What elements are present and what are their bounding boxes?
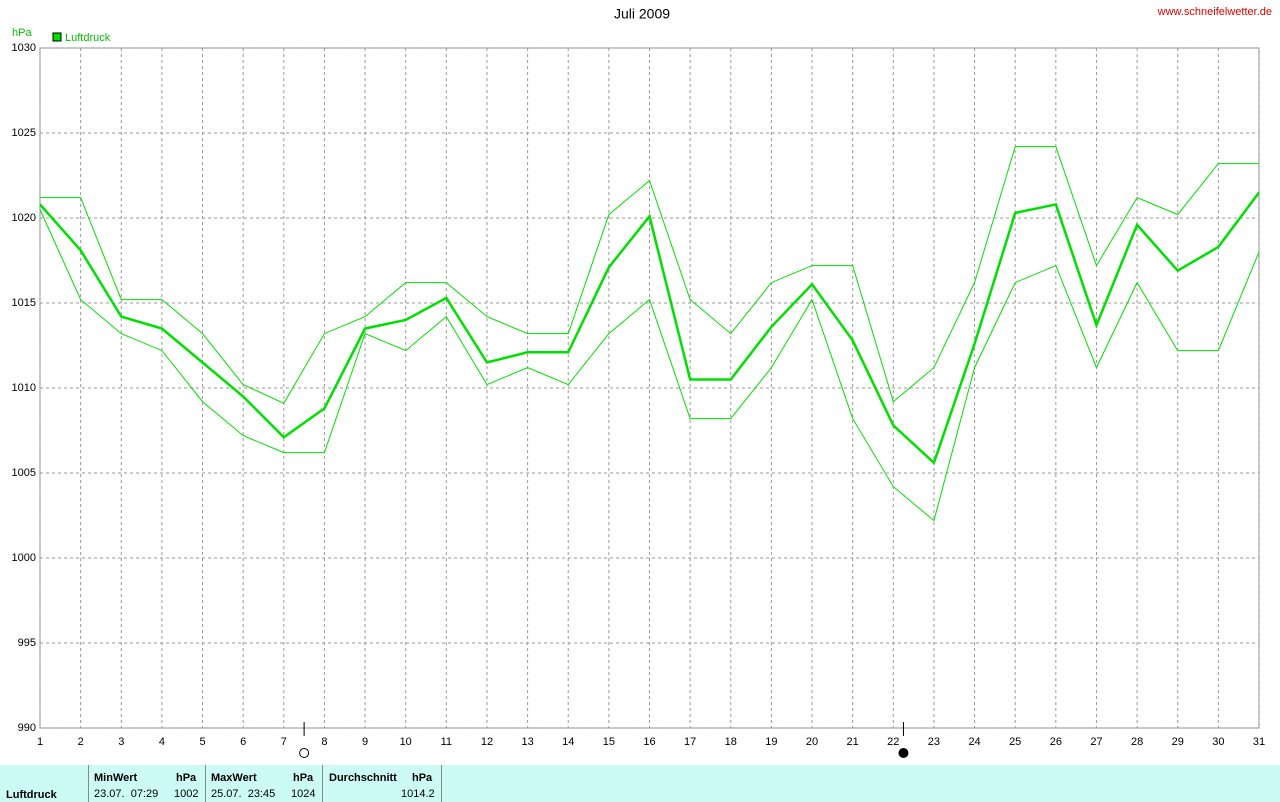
stats-label: Luftdruck [6,789,57,801]
x-tick-label: 11 [441,736,452,748]
stats-cell: Luftdruck [0,765,89,802]
stats-title: Durchschnitt [329,772,397,784]
x-tick-label: 3 [118,736,124,748]
y-tick-label: 1020 [12,212,36,224]
x-tick-label: 15 [603,736,615,748]
x-tick-label: 9 [362,736,368,748]
chart: Juli 2009 www.schneifelwetter.de hPa 990… [12,6,1272,758]
stats-cell: MinWert hPa 23.07. 07:29 1002 [89,765,206,802]
x-tick-label: 22 [887,736,899,748]
x-tick-label: 29 [1172,736,1184,748]
x-tick-label: 30 [1212,736,1224,748]
x-tick-label: 31 [1253,736,1265,748]
y-tick-label: 1015 [12,297,36,309]
legend-label: Luftdruck [65,32,111,44]
y-tick-label: 995 [18,637,36,649]
x-tick-label: 8 [321,736,327,748]
x-tick-label: 23 [928,736,940,748]
stats-value: 1014.2 [401,788,435,800]
stats-title: MinWert [94,772,138,784]
x-tick-label: 2 [78,736,84,748]
moon-marker [299,748,310,758]
x-tick-label: 28 [1131,736,1143,748]
stats-value: 1002 [174,788,199,800]
x-tick-label: 19 [765,736,777,748]
stats-band: Luftdruck MinWert hPa 23.07. 07:29 1002 … [0,765,1280,802]
stats-title: MaxWert [211,772,257,784]
y-tick-label: 1025 [12,127,36,139]
x-tick-label: 14 [562,736,574,748]
y-unit: hPa [12,27,32,39]
x-tick-label: 16 [643,736,655,748]
y-tick-label: 990 [18,722,36,734]
source: www.schneifelwetter.de [1157,6,1272,18]
x-tick-label: 27 [1090,736,1102,748]
y-tick-label: 1000 [12,552,36,564]
stats-time: 25.07. 23:45 [211,788,276,800]
series-line [40,146,1259,404]
x-tick-label: 21 [847,736,859,748]
x-tick-label: 13 [521,736,533,748]
y-tick-label: 1030 [12,42,36,54]
series-line [39,191,1261,466]
x-tick-label: 4 [159,736,165,748]
x-tick-label: 6 [240,736,246,748]
chart-title: Juli 2009 [614,6,670,22]
x-tick-label: 1 [37,736,43,748]
stats-unit: hPa [176,772,197,784]
legend-swatch [52,32,62,42]
stats-cell: MaxWert hPa 25.07. 23:45 1024 [206,765,323,802]
stats-time: 23.07. 07:29 [94,788,159,800]
x-tick-label: 18 [725,736,737,748]
x-tick-label: 24 [968,736,980,748]
y-tick-label: 1010 [12,382,36,394]
x-tick-label: 5 [199,736,205,748]
x-tick-label: 26 [1050,736,1062,748]
y-tick-label: 1005 [12,467,36,479]
stats-unit: hPa [412,772,433,784]
stats-unit: hPa [293,772,314,784]
stats-value: 1024 [291,788,316,800]
series-line [39,209,1260,522]
x-tick-label: 20 [806,736,818,748]
x-tick-label: 7 [281,736,287,748]
x-tick-label: 17 [684,736,696,748]
x-tick-label: 25 [1009,736,1021,748]
x-tick-label: 10 [400,736,412,748]
x-tick-label: 12 [481,736,493,748]
stats-cell: Durchschnitt hPa 1014.2 [323,765,442,802]
moon-marker [898,748,909,758]
